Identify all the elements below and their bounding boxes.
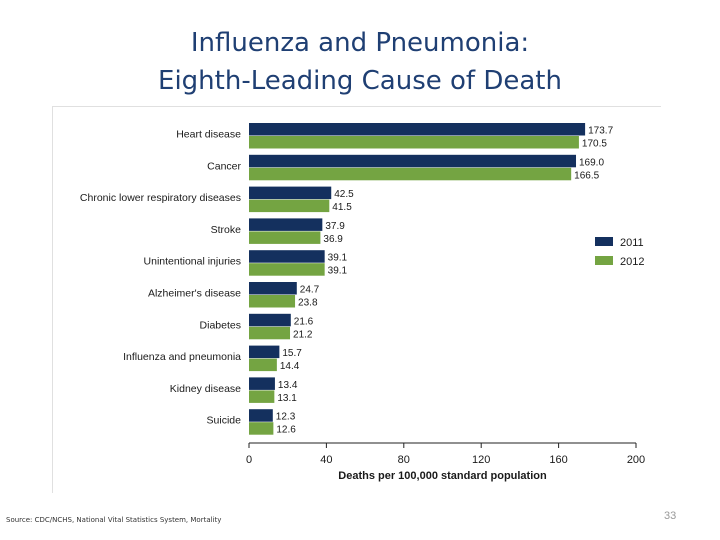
source-note: Source: CDC/NCHS, National Vital Statist… [6,516,222,524]
bar-2011 [249,313,291,327]
bar-2012 [249,326,291,340]
x-axis-title: Deaths per 100,000 standard population [338,470,547,482]
bar-2011 [249,345,280,359]
slide-title: Influenza and Pneumonia: Eighth-Leading … [0,24,720,100]
bar-2011 [249,218,323,231]
data-label-2012: 23.8 [298,298,318,309]
data-label-2012: 13.1 [277,393,297,404]
data-label-2012: 39.1 [328,266,348,277]
category-label: Cancer [207,160,241,172]
bar-2011 [249,123,586,136]
category-label: Suicide [207,415,242,427]
category-label: Chronic lower respiratory diseases [80,192,241,204]
bar-2011 [249,282,297,295]
data-label-2011: 13.4 [278,380,298,391]
data-label-2012: 170.5 [582,139,607,150]
legend-swatch-2012 [595,256,613,265]
bar-2012 [249,231,321,244]
bar-2011 [249,154,577,168]
data-label-2011: 21.6 [294,316,314,327]
data-label-2012: 41.5 [332,202,352,213]
data-label-2011: 37.9 [325,221,345,232]
bar-2012 [249,390,275,403]
data-label-2012: 166.5 [574,170,599,181]
x-tick-label: 120 [472,454,490,466]
bar-2012 [249,295,296,308]
bar-2011 [249,250,325,263]
data-label-2011: 173.7 [588,126,613,137]
category-label: Diabetes [200,319,241,331]
slide-number: 33 [664,510,677,522]
data-label-2011: 12.3 [276,412,296,423]
category-label: Kidney disease [170,383,241,395]
category-label: Influenza and pneumonia [123,351,241,363]
legend-label-2011: 2011 [620,237,644,249]
data-label-2011: 24.7 [300,285,320,296]
x-tick-label: 0 [246,454,252,466]
chart-frame: Heart disease 173.7 170.5 Cancer 169.0 166.5 C… [52,106,661,493]
bar-2012 [249,136,579,149]
bar-chart: Heart disease 173.7 170.5 Cancer 169.0 166.5 C… [80,123,645,482]
bar-2012 [249,167,572,181]
bar-2012 [249,199,330,213]
bar-2011 [249,186,332,200]
x-tick-label: 80 [398,454,410,466]
bar-2012 [249,263,325,276]
legend-swatch-2011 [595,237,613,246]
data-label-2011: 169.0 [579,157,604,168]
slide-title-line-2: Eighth-Leading Cause of Death [158,66,562,96]
data-label-2012: 14.4 [280,361,300,372]
x-tick-label: 200 [627,454,645,466]
bar-2011 [249,377,275,390]
legend-label-2012: 2012 [620,256,644,268]
data-label-2011: 42.5 [334,189,354,200]
category-label: Heart disease [176,129,241,141]
bar-2012 [249,422,274,435]
x-tick-label: 40 [320,454,332,466]
data-label-2011: 39.1 [328,253,348,264]
data-label-2012: 12.6 [276,425,296,436]
category-label: Alzheimer's disease [148,288,241,300]
data-label-2012: 36.9 [323,234,343,245]
data-label-2012: 21.2 [293,329,313,340]
category-label: Unintentional injuries [144,256,241,268]
category-label: Stroke [211,224,242,236]
x-tick-label: 160 [549,454,567,466]
data-label-2011: 15.7 [282,348,302,359]
slide-title-line-1: Influenza and Pneumonia: [190,28,530,58]
bar-2012 [249,358,277,372]
bar-2011 [249,409,273,422]
